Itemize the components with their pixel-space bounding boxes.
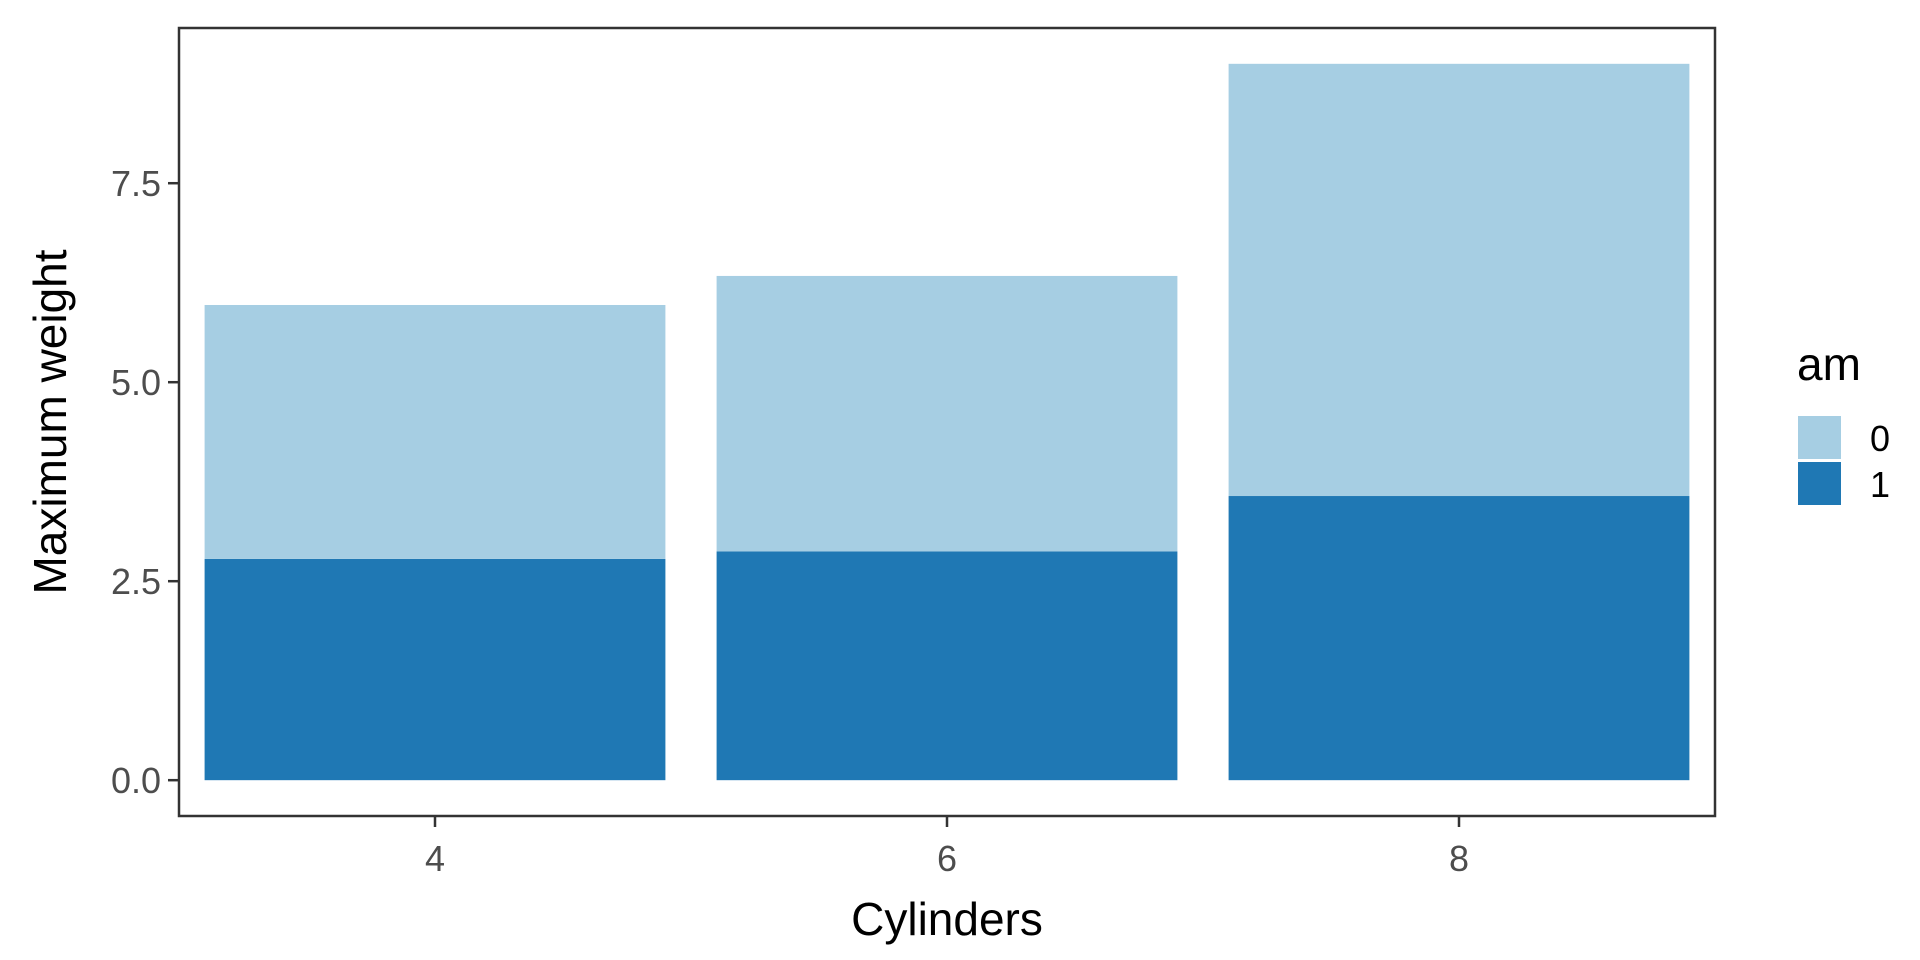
y-axis-title: Maximum weight bbox=[24, 249, 76, 594]
bar-cyl8-am1 bbox=[1228, 496, 1690, 781]
y-tick-label: 5.0 bbox=[111, 362, 161, 403]
bar-cyl6-am1 bbox=[716, 551, 1178, 781]
x-axis: 4 6 8 bbox=[425, 816, 1469, 879]
legend-swatch-0 bbox=[1798, 416, 1841, 459]
y-tick-label: 0.0 bbox=[111, 760, 161, 801]
legend-label-1: 1 bbox=[1870, 464, 1890, 505]
bar-cyl4-am0 bbox=[204, 304, 666, 559]
bar-cyl8-am0 bbox=[1228, 63, 1690, 497]
y-tick-label: 7.5 bbox=[111, 163, 161, 204]
x-tick-label: 6 bbox=[937, 838, 957, 879]
bar-cyl6-am0 bbox=[716, 275, 1178, 552]
legend-label-0: 0 bbox=[1870, 418, 1890, 459]
bar-cyl4-am1 bbox=[204, 558, 666, 781]
y-tick-label: 2.5 bbox=[111, 561, 161, 602]
legend: am 0 1 bbox=[1797, 338, 1890, 505]
x-tick-label: 4 bbox=[425, 838, 445, 879]
y-axis: 0.0 2.5 5.0 7.5 bbox=[111, 163, 179, 801]
bars-layer bbox=[204, 63, 1690, 781]
legend-title: am bbox=[1797, 338, 1861, 390]
x-axis-title: Cylinders bbox=[851, 893, 1043, 945]
legend-swatch-1 bbox=[1798, 462, 1841, 505]
x-tick-label: 8 bbox=[1449, 838, 1469, 879]
